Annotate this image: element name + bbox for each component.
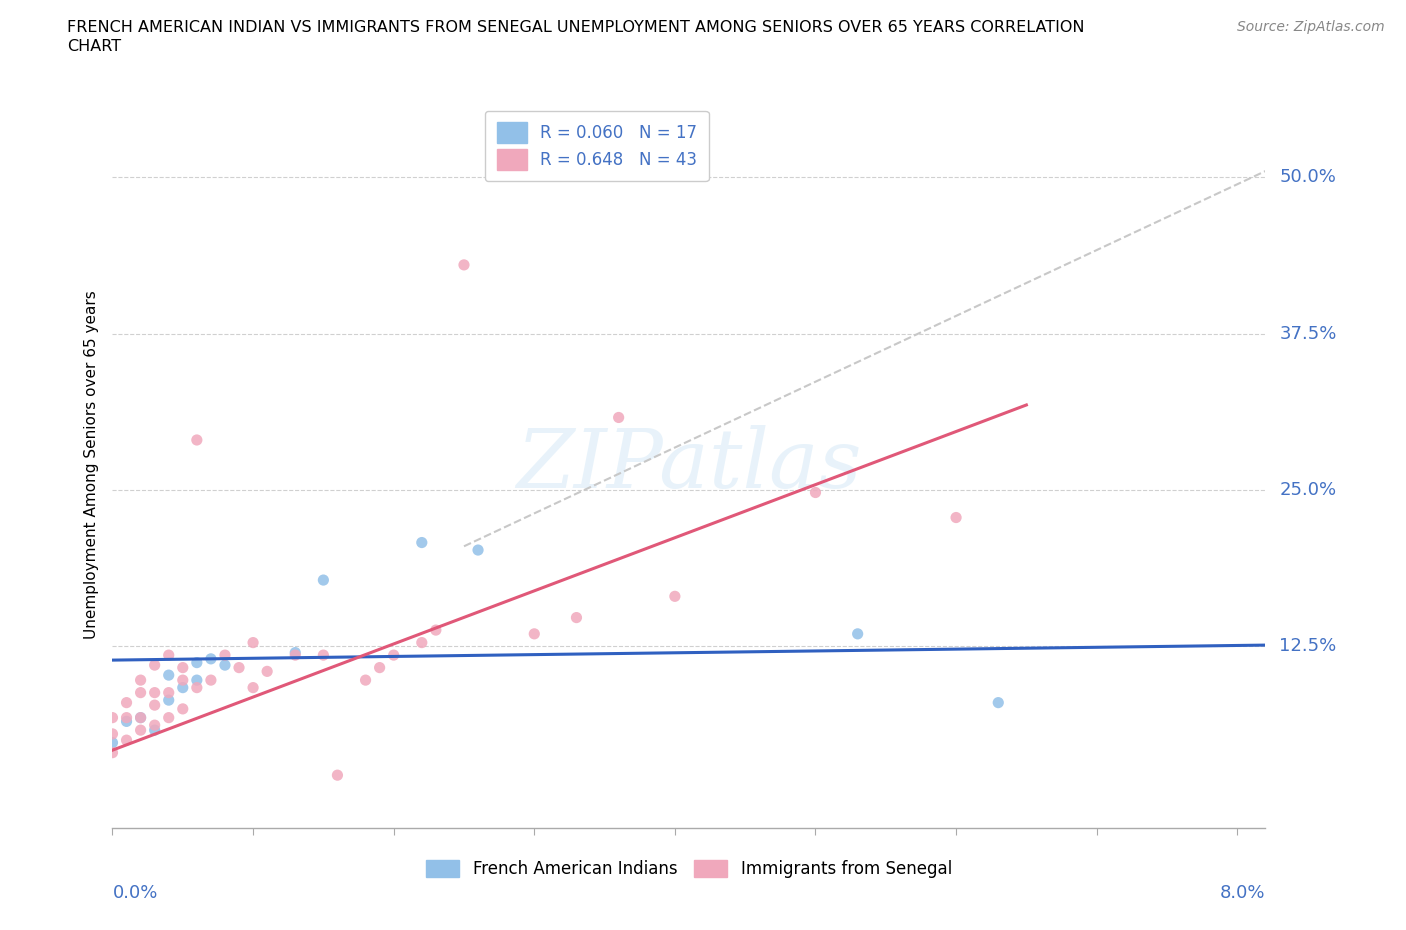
Point [143, 718, 166, 733]
Point [115, 696, 138, 711]
Point [143, 723, 166, 737]
Point [945, 510, 967, 525]
Point [143, 698, 166, 712]
Text: FRENCH AMERICAN INDIAN VS IMMIGRANTS FROM SENEGAL UNEMPLOYMENT AMONG SENIORS OVE: FRENCH AMERICAN INDIAN VS IMMIGRANTS FRO… [67, 20, 1085, 35]
Text: 8.0%: 8.0% [1220, 884, 1265, 902]
Point [368, 660, 391, 675]
Point [411, 635, 433, 650]
Point [186, 672, 208, 687]
Text: 25.0%: 25.0% [1279, 481, 1337, 499]
Text: 50.0%: 50.0% [1279, 168, 1336, 186]
Point [200, 672, 222, 687]
Text: CHART: CHART [67, 39, 121, 54]
Legend: French American Indians, Immigrants from Senegal: French American Indians, Immigrants from… [419, 853, 959, 884]
Text: Source: ZipAtlas.com: Source: ZipAtlas.com [1237, 20, 1385, 34]
Point [523, 627, 546, 642]
Y-axis label: Unemployment Among Seniors over 65 years: Unemployment Among Seniors over 65 years [84, 290, 100, 640]
Point [284, 645, 307, 660]
Text: 37.5%: 37.5% [1279, 325, 1337, 342]
Point [129, 711, 152, 725]
Point [228, 660, 250, 675]
Point [664, 589, 686, 604]
Point [200, 651, 222, 666]
Point [157, 668, 180, 683]
Point [129, 685, 152, 700]
Point [467, 542, 489, 557]
Point [256, 664, 278, 679]
Point [172, 680, 194, 695]
Point [565, 610, 588, 625]
Point [453, 258, 475, 272]
Point [143, 658, 166, 672]
Point [157, 711, 180, 725]
Point [186, 432, 208, 447]
Point [242, 680, 264, 695]
Point [101, 736, 124, 751]
Point [129, 711, 152, 725]
Point [143, 685, 166, 700]
Point [172, 672, 194, 687]
Text: 0.0%: 0.0% [112, 884, 157, 902]
Point [157, 685, 180, 700]
Point [115, 714, 138, 729]
Point [242, 635, 264, 650]
Point [101, 726, 124, 741]
Point [987, 696, 1010, 711]
Point [411, 535, 433, 550]
Point [382, 647, 405, 662]
Point [115, 711, 138, 725]
Point [607, 410, 630, 425]
Point [214, 647, 236, 662]
Point [186, 655, 208, 670]
Point [214, 658, 236, 672]
Point [326, 768, 349, 783]
Point [129, 723, 152, 737]
Text: 12.5%: 12.5% [1279, 637, 1337, 656]
Point [312, 647, 335, 662]
Point [425, 623, 447, 638]
Point [129, 672, 152, 687]
Point [804, 485, 827, 500]
Point [115, 733, 138, 748]
Point [101, 745, 124, 760]
Point [172, 660, 194, 675]
Point [312, 573, 335, 588]
Point [101, 711, 124, 725]
Point [846, 627, 869, 642]
Point [172, 701, 194, 716]
Point [186, 680, 208, 695]
Point [284, 647, 307, 662]
Point [157, 647, 180, 662]
Text: ZIPatlas: ZIPatlas [516, 425, 862, 505]
Point [157, 693, 180, 708]
Point [354, 672, 377, 687]
